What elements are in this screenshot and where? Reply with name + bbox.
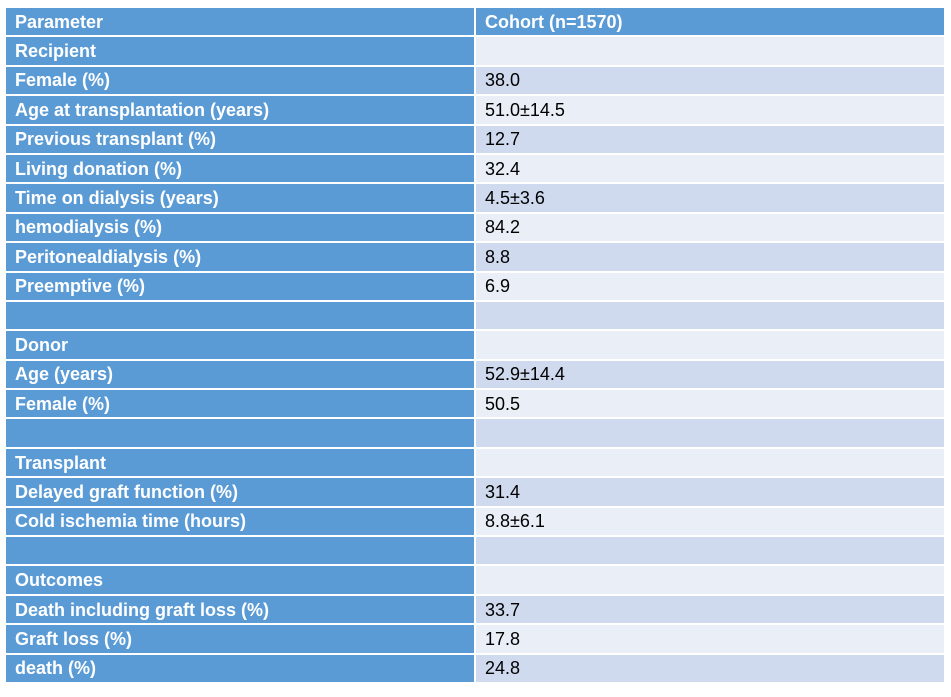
cohort-value (474, 535, 946, 567)
cohort-value: 52.9±14.4 (474, 358, 946, 391)
parameter-label: Death including graft loss (%) (4, 593, 476, 626)
parameter-label: hemodialysis (%) (4, 211, 476, 244)
cohort-value: 4.5±3.6 (474, 182, 946, 214)
section-label: Recipient (4, 35, 476, 67)
table-row: Outcomes (4, 564, 946, 596)
table-row: Female (%) 50.5 (4, 388, 946, 420)
table-row: Recipient (4, 35, 946, 67)
parameter-label: Delayed graft function (%) (4, 476, 476, 508)
cohort-value: 8.8 (474, 241, 946, 273)
table-row: Living donation (%) 32.4 (4, 152, 946, 185)
cohort-value (474, 299, 946, 332)
table-row: Time on dialysis (years) 4.5±3.6 (4, 182, 946, 214)
parameter-label: Time on dialysis (years) (4, 182, 476, 214)
table-header-row: Parameter Cohort (n=1570) (4, 5, 946, 38)
cohort-value: 17.8 (474, 623, 946, 655)
table-row: death (%) 24.8 (4, 652, 946, 684)
cohort-value: 8.8±6.1 (474, 505, 946, 538)
parameter-label: Previous transplant (%) (4, 123, 476, 155)
cohort-value (474, 35, 946, 67)
table-row: Cold ischemia time (hours) 8.8±6.1 (4, 505, 946, 538)
section-label: Donor (4, 329, 476, 361)
table-row: Preemptive (%) 6.9 (4, 270, 946, 302)
table-row: Age at transplantation (years) 51.0±14.5 (4, 94, 946, 126)
cohort-value: 31.4 (474, 476, 946, 508)
table-row: Death including graft loss (%) 33.7 (4, 593, 946, 626)
table-row: Previous transplant (%) 12.7 (4, 123, 946, 155)
cohort-value: 32.4 (474, 152, 946, 185)
cohort-value: 24.8 (474, 652, 946, 684)
cohort-value: 50.5 (474, 388, 946, 420)
section-label (4, 535, 476, 567)
cohort-table: Parameter Cohort (n=1570) Recipient Femal… (4, 5, 946, 684)
table-row: Donor (4, 329, 946, 361)
parameter-label: Age (years) (4, 358, 476, 391)
cohort-value: 12.7 (474, 123, 946, 155)
section-label: Outcomes (4, 564, 476, 596)
parameter-label: death (%) (4, 652, 476, 684)
parameter-label: Age at transplantation (years) (4, 94, 476, 126)
cohort-value: 84.2 (474, 211, 946, 244)
section-label (4, 417, 476, 449)
table-row: Delayed graft function (%) 31.4 (4, 476, 946, 508)
parameter-label: Living donation (%) (4, 152, 476, 185)
table-row: Peritonealdialysis (%) 8.8 (4, 241, 946, 273)
parameter-label: Female (%) (4, 388, 476, 420)
section-label (4, 299, 476, 332)
table-row: hemodialysis (%) 84.2 (4, 211, 946, 244)
cohort-value (474, 329, 946, 361)
parameter-label: Graft loss (%) (4, 623, 476, 655)
header-parameter: Parameter (4, 5, 476, 38)
cohort-value (474, 446, 946, 479)
table-row: Graft loss (%) 17.8 (4, 623, 946, 655)
table-row: Age (years) 52.9±14.4 (4, 358, 946, 391)
cohort-value: 6.9 (474, 270, 946, 302)
section-label: Transplant (4, 446, 476, 479)
table-row (4, 417, 946, 449)
cohort-value: 38.0 (474, 64, 946, 97)
cohort-value (474, 417, 946, 449)
table-row: Female (%) 38.0 (4, 64, 946, 97)
parameter-label: Cold ischemia time (hours) (4, 505, 476, 538)
table-row (4, 299, 946, 332)
table-row: Transplant (4, 446, 946, 479)
parameter-label: Preemptive (%) (4, 270, 476, 302)
table-row (4, 535, 946, 567)
parameter-label: Peritonealdialysis (%) (4, 241, 476, 273)
cohort-value (474, 564, 946, 596)
header-cohort: Cohort (n=1570) (474, 5, 946, 38)
cohort-value: 51.0±14.5 (474, 94, 946, 126)
parameter-label: Female (%) (4, 64, 476, 97)
cohort-value: 33.7 (474, 593, 946, 626)
